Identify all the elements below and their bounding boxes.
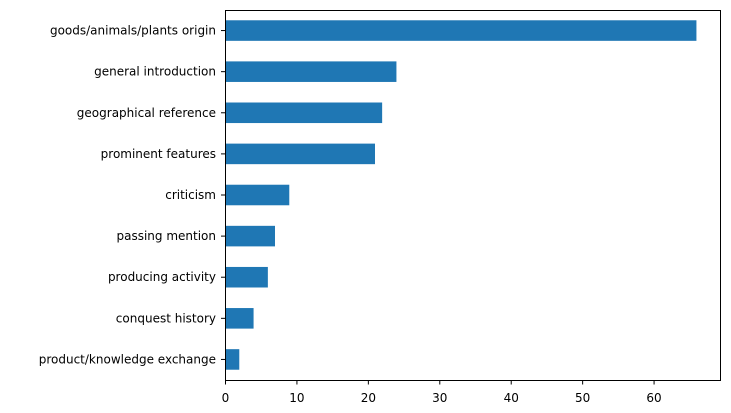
y-tick-label: criticism <box>165 188 216 202</box>
y-tick-label: geographical reference <box>77 106 216 120</box>
x-tick-label: 10 <box>289 391 304 405</box>
x-tick-label: 40 <box>504 391 519 405</box>
bar-goods-animals-plants-origin <box>225 20 697 41</box>
bar-prominent-features <box>225 143 375 165</box>
x-axis: 0 10 20 30 40 50 60 <box>222 380 662 405</box>
y-tick-label: goods/animals/plants origin <box>50 24 216 38</box>
x-tick-label: 0 <box>222 391 230 405</box>
x-tick-label: 20 <box>361 391 376 405</box>
bar-producing-activity <box>225 266 268 288</box>
bar-product-knowledge-exchange <box>225 349 240 370</box>
bars-group <box>225 20 697 370</box>
x-tick-label: 60 <box>646 391 661 405</box>
y-tick-label: general introduction <box>94 65 216 79</box>
bar-criticism <box>225 184 290 206</box>
bar-general-introduction <box>225 61 397 82</box>
x-tick-label: 50 <box>575 391 590 405</box>
bar-passing-mention <box>225 225 275 247</box>
y-tick-label: prominent features <box>101 147 216 161</box>
plot-frame <box>225 10 721 381</box>
y-tick-label: passing mention <box>116 229 216 243</box>
x-tick-label: 30 <box>432 391 447 405</box>
y-axis: goods/animals/plants origin general intro… <box>39 24 225 366</box>
bar-geographical-reference <box>225 102 383 124</box>
y-tick-label: conquest history <box>116 311 216 325</box>
bar-conquest-history <box>225 308 254 329</box>
y-tick-label: producing activity <box>108 270 216 284</box>
y-tick-label: product/knowledge exchange <box>39 352 216 366</box>
